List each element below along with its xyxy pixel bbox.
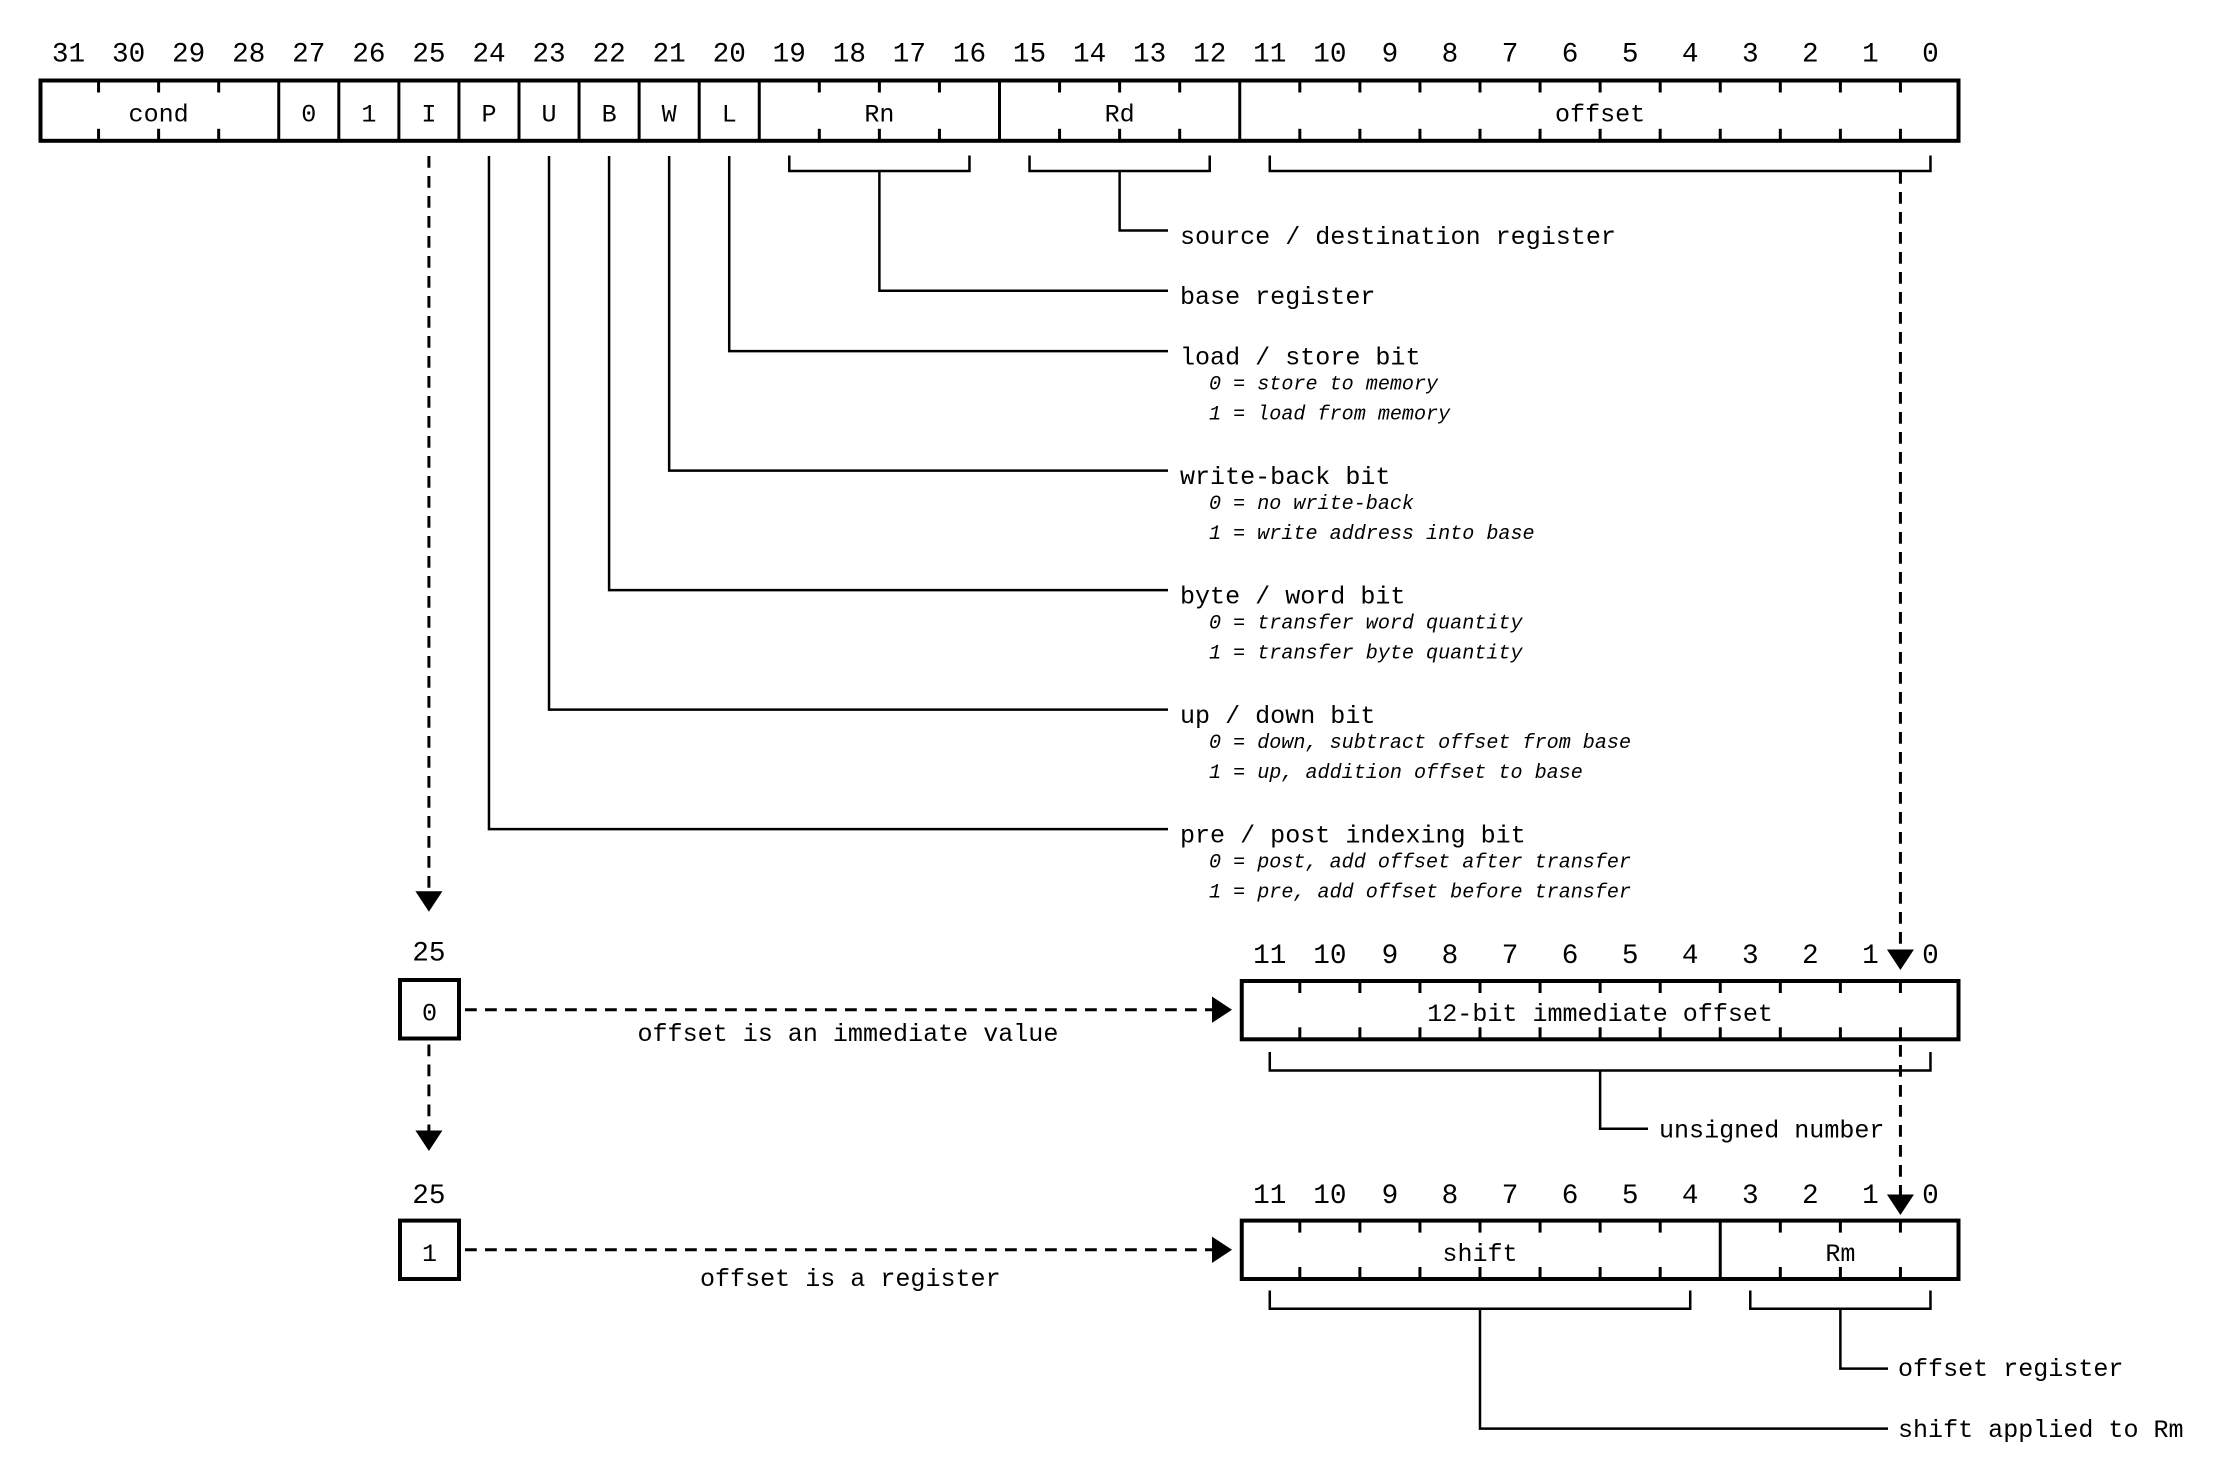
svg-text:2: 2	[1802, 39, 1819, 70]
svg-text:0 = store to memory: 0 = store to memory	[1209, 374, 1439, 397]
svg-text:13: 13	[1133, 39, 1166, 70]
svg-text:1: 1	[1862, 1181, 1879, 1212]
svg-text:2: 2	[1802, 941, 1819, 972]
svg-text:1 = load from memory: 1 = load from memory	[1209, 404, 1451, 427]
svg-text:10: 10	[1313, 1181, 1346, 1212]
svg-text:1: 1	[1862, 941, 1879, 972]
svg-text:4: 4	[1682, 1181, 1699, 1212]
svg-text:12: 12	[1193, 39, 1226, 70]
svg-text:9: 9	[1382, 941, 1399, 972]
svg-text:0: 0	[301, 101, 316, 130]
svg-text:7: 7	[1502, 1181, 1519, 1212]
svg-text:0 = post, add offset after tra: 0 = post, add offset after transfer	[1209, 852, 1631, 875]
svg-text:byte / word bit: byte / word bit	[1180, 583, 1405, 612]
svg-text:B: B	[602, 101, 617, 130]
svg-text:10: 10	[1313, 941, 1346, 972]
svg-text:write-back bit: write-back bit	[1180, 463, 1390, 492]
svg-text:30: 30	[112, 39, 145, 70]
svg-text:23: 23	[532, 39, 565, 70]
svg-text:4: 4	[1682, 39, 1699, 70]
svg-text:31: 31	[52, 39, 85, 70]
svg-text:21: 21	[653, 39, 686, 70]
svg-text:3: 3	[1742, 1181, 1759, 1212]
svg-text:0 = transfer word quantity: 0 = transfer word quantity	[1209, 613, 1523, 636]
svg-text:19: 19	[773, 39, 806, 70]
svg-text:11: 11	[1253, 1181, 1286, 1212]
svg-text:11: 11	[1253, 39, 1286, 70]
svg-text:2: 2	[1802, 1181, 1819, 1212]
svg-text:P: P	[481, 101, 496, 130]
svg-text:28: 28	[232, 39, 265, 70]
svg-text:27: 27	[292, 39, 325, 70]
svg-text:cond: cond	[129, 101, 189, 130]
svg-text:15: 15	[1013, 39, 1046, 70]
svg-text:16: 16	[953, 39, 986, 70]
svg-text:7: 7	[1502, 39, 1519, 70]
svg-text:up / down bit: up / down bit	[1180, 702, 1375, 731]
svg-text:8: 8	[1442, 1181, 1459, 1212]
svg-text:offset: offset	[1555, 101, 1645, 130]
svg-text:I: I	[421, 101, 436, 130]
svg-text:5: 5	[1622, 941, 1639, 972]
svg-text:shift applied to Rm: shift applied to Rm	[1898, 1416, 2184, 1445]
svg-text:7: 7	[1502, 941, 1519, 972]
svg-text:0: 0	[1922, 941, 1939, 972]
svg-text:unsigned number: unsigned number	[1659, 1117, 1884, 1146]
svg-text:10: 10	[1313, 39, 1346, 70]
svg-text:0: 0	[1922, 39, 1939, 70]
svg-text:shift: shift	[1442, 1240, 1517, 1269]
svg-text:14: 14	[1073, 39, 1106, 70]
svg-text:12-bit immediate offset: 12-bit immediate offset	[1427, 1000, 1773, 1029]
svg-text:pre / post indexing bit: pre / post indexing bit	[1180, 822, 1526, 851]
svg-text:Rm: Rm	[1825, 1240, 1855, 1269]
svg-text:3: 3	[1742, 39, 1759, 70]
svg-text:load / store bit: load / store bit	[1180, 344, 1421, 373]
svg-text:offset is a register: offset is a register	[700, 1265, 1001, 1294]
svg-text:U: U	[542, 101, 557, 130]
svg-text:1: 1	[361, 101, 376, 130]
svg-text:Rd: Rd	[1105, 101, 1135, 130]
svg-text:3: 3	[1742, 941, 1759, 972]
svg-text:22: 22	[592, 39, 625, 70]
svg-text:20: 20	[713, 39, 746, 70]
svg-text:1 = pre, add offset before tra: 1 = pre, add offset before transfer	[1209, 882, 1631, 905]
svg-text:9: 9	[1382, 1181, 1399, 1212]
svg-text:Rn: Rn	[864, 101, 894, 130]
svg-text:1 = up, addition offset to bas: 1 = up, addition offset to base	[1209, 762, 1583, 785]
svg-text:5: 5	[1622, 1181, 1639, 1212]
svg-text:1: 1	[1862, 39, 1879, 70]
svg-text:0 = down, subtract offset from: 0 = down, subtract offset from base	[1209, 732, 1631, 755]
svg-text:8: 8	[1442, 39, 1459, 70]
svg-text:W: W	[662, 101, 678, 130]
svg-text:source / destination register: source / destination register	[1180, 223, 1616, 252]
svg-text:L: L	[722, 101, 737, 130]
svg-text:6: 6	[1562, 39, 1579, 70]
svg-text:6: 6	[1562, 941, 1579, 972]
svg-text:29: 29	[172, 39, 205, 70]
svg-text:25: 25	[412, 939, 445, 970]
svg-text:offset register: offset register	[1898, 1355, 2123, 1384]
svg-text:0: 0	[1922, 1181, 1939, 1212]
svg-text:offset is an immediate value: offset is an immediate value	[638, 1020, 1059, 1049]
svg-text:base register: base register	[1180, 283, 1375, 312]
svg-text:26: 26	[352, 39, 385, 70]
svg-text:1 = transfer byte quantity: 1 = transfer byte quantity	[1209, 643, 1523, 666]
svg-text:1: 1	[422, 1240, 437, 1269]
svg-text:17: 17	[893, 39, 926, 70]
svg-text:24: 24	[472, 39, 505, 70]
svg-text:9: 9	[1382, 39, 1399, 70]
svg-text:25: 25	[412, 1181, 445, 1212]
svg-text:8: 8	[1442, 941, 1459, 972]
svg-text:1 = write address into base: 1 = write address into base	[1209, 523, 1535, 546]
svg-text:11: 11	[1253, 941, 1286, 972]
svg-text:0 = no write-back: 0 = no write-back	[1209, 493, 1414, 516]
svg-text:18: 18	[833, 39, 866, 70]
svg-text:5: 5	[1622, 39, 1639, 70]
svg-text:4: 4	[1682, 941, 1699, 972]
svg-text:0: 0	[422, 999, 437, 1028]
svg-text:6: 6	[1562, 1181, 1579, 1212]
svg-text:25: 25	[412, 39, 445, 70]
